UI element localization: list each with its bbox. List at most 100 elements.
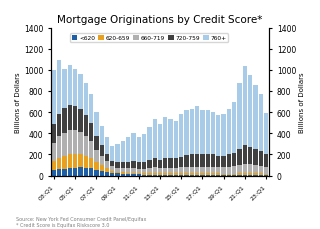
- Bar: [94, 163, 99, 170]
- Legend: <620, 620-659, 660-719, 720-759, 760+: <620, 620-659, 660-719, 720-759, 760+: [70, 34, 228, 43]
- Bar: [232, 102, 236, 153]
- Bar: [121, 174, 125, 176]
- Bar: [158, 125, 162, 160]
- Bar: [94, 136, 99, 150]
- Bar: [116, 172, 120, 174]
- Bar: [205, 167, 210, 174]
- Bar: [259, 151, 263, 166]
- Bar: [158, 175, 162, 176]
- Bar: [174, 168, 178, 174]
- Bar: [105, 162, 109, 169]
- Bar: [243, 67, 247, 146]
- Bar: [147, 168, 151, 174]
- Bar: [147, 175, 151, 176]
- Bar: [184, 167, 188, 174]
- Bar: [259, 166, 263, 174]
- Bar: [126, 162, 130, 168]
- Bar: [62, 109, 67, 133]
- Bar: [147, 128, 151, 160]
- Bar: [221, 174, 226, 175]
- Bar: [57, 158, 61, 169]
- Bar: [259, 174, 263, 175]
- Bar: [100, 165, 104, 171]
- Bar: [248, 175, 252, 176]
- Bar: [253, 165, 258, 174]
- Bar: [216, 156, 220, 167]
- Bar: [110, 146, 115, 161]
- Bar: [227, 167, 231, 174]
- Bar: [105, 137, 109, 154]
- Bar: [169, 168, 173, 174]
- Bar: [248, 147, 252, 165]
- Bar: [121, 169, 125, 173]
- Bar: [73, 106, 77, 131]
- Bar: [78, 75, 83, 109]
- Bar: [84, 116, 88, 136]
- Bar: [153, 175, 157, 176]
- Bar: [174, 174, 178, 175]
- Bar: [84, 168, 88, 176]
- Bar: [116, 168, 120, 172]
- Bar: [190, 167, 194, 174]
- Bar: [78, 132, 83, 154]
- Bar: [121, 173, 125, 174]
- Bar: [211, 167, 215, 174]
- Bar: [158, 169, 162, 174]
- Bar: [84, 136, 88, 156]
- Bar: [62, 133, 67, 156]
- Title: Mortgage Originations by Credit Score*: Mortgage Originations by Credit Score*: [57, 15, 263, 25]
- Bar: [264, 113, 268, 154]
- Bar: [179, 167, 183, 174]
- Bar: [169, 158, 173, 168]
- Bar: [68, 105, 72, 131]
- Bar: [205, 155, 210, 167]
- Bar: [78, 109, 83, 132]
- Bar: [179, 174, 183, 175]
- Bar: [52, 171, 56, 176]
- Bar: [195, 107, 199, 154]
- Bar: [211, 155, 215, 167]
- Bar: [142, 169, 146, 174]
- Bar: [253, 175, 258, 176]
- Bar: [216, 167, 220, 174]
- Bar: [73, 69, 77, 106]
- Bar: [163, 158, 167, 168]
- Bar: [200, 175, 204, 176]
- Bar: [232, 175, 236, 176]
- Bar: [211, 113, 215, 155]
- Bar: [163, 175, 167, 176]
- Bar: [211, 175, 215, 176]
- Bar: [68, 65, 72, 105]
- Bar: [221, 115, 226, 156]
- Bar: [200, 111, 204, 155]
- Bar: [73, 154, 77, 168]
- Bar: [200, 167, 204, 174]
- Bar: [237, 174, 242, 175]
- Bar: [259, 94, 263, 151]
- Bar: [94, 113, 99, 136]
- Bar: [184, 174, 188, 175]
- Bar: [110, 166, 115, 171]
- Bar: [89, 158, 93, 169]
- Bar: [116, 174, 120, 176]
- Bar: [126, 138, 130, 162]
- Bar: [190, 175, 194, 176]
- Bar: [132, 173, 136, 174]
- Bar: [216, 116, 220, 156]
- Bar: [237, 165, 242, 174]
- Bar: [73, 131, 77, 154]
- Bar: [68, 155, 72, 169]
- Bar: [137, 174, 141, 176]
- Bar: [57, 169, 61, 176]
- Bar: [264, 174, 268, 175]
- Bar: [100, 156, 104, 165]
- Bar: [110, 161, 115, 166]
- Bar: [73, 168, 77, 176]
- Bar: [147, 160, 151, 168]
- Bar: [78, 154, 83, 167]
- Bar: [221, 175, 226, 176]
- Bar: [264, 167, 268, 174]
- Bar: [243, 146, 247, 164]
- Bar: [174, 122, 178, 158]
- Bar: [253, 174, 258, 175]
